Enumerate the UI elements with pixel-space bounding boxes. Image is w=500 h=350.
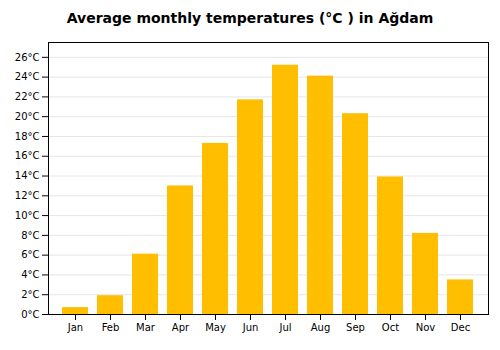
svg-text:8°C: 8°C bbox=[21, 230, 39, 241]
svg-text:10°C: 10°C bbox=[15, 210, 40, 221]
svg-text:2°C: 2°C bbox=[21, 289, 39, 300]
svg-text:Aug: Aug bbox=[311, 322, 331, 333]
svg-text:18°C: 18°C bbox=[15, 131, 40, 142]
svg-text:20°C: 20°C bbox=[15, 111, 40, 122]
svg-text:16°C: 16°C bbox=[15, 150, 40, 161]
svg-text:May: May bbox=[205, 322, 226, 333]
svg-text:22°C: 22°C bbox=[15, 91, 40, 102]
svg-text:Apr: Apr bbox=[172, 322, 190, 333]
svg-text:24°C: 24°C bbox=[15, 71, 40, 82]
svg-text:0°C: 0°C bbox=[21, 309, 39, 320]
svg-text:Jun: Jun bbox=[242, 322, 259, 333]
svg-text:Jan: Jan bbox=[67, 322, 83, 333]
svg-text:Nov: Nov bbox=[416, 322, 436, 333]
html-text:Average monthly temperatures (: Average monthly temperatures (°C ) in Ağ… bbox=[66, 10, 434, 26]
svg-text:Mar: Mar bbox=[136, 322, 156, 333]
svg-text:Jul: Jul bbox=[278, 322, 291, 333]
svg-text:12°C: 12°C bbox=[15, 190, 40, 201]
svg-text:14°C: 14°C bbox=[15, 170, 40, 181]
svg-text:Oct: Oct bbox=[382, 322, 399, 333]
svg-text:Sep: Sep bbox=[346, 322, 365, 333]
svg-text:Feb: Feb bbox=[102, 322, 120, 333]
svg-text:4°C: 4°C bbox=[21, 269, 39, 280]
svg-text:6°C: 6°C bbox=[21, 249, 39, 260]
svg-text:Dec: Dec bbox=[451, 322, 470, 333]
svg-text:26°C: 26°C bbox=[15, 52, 40, 63]
